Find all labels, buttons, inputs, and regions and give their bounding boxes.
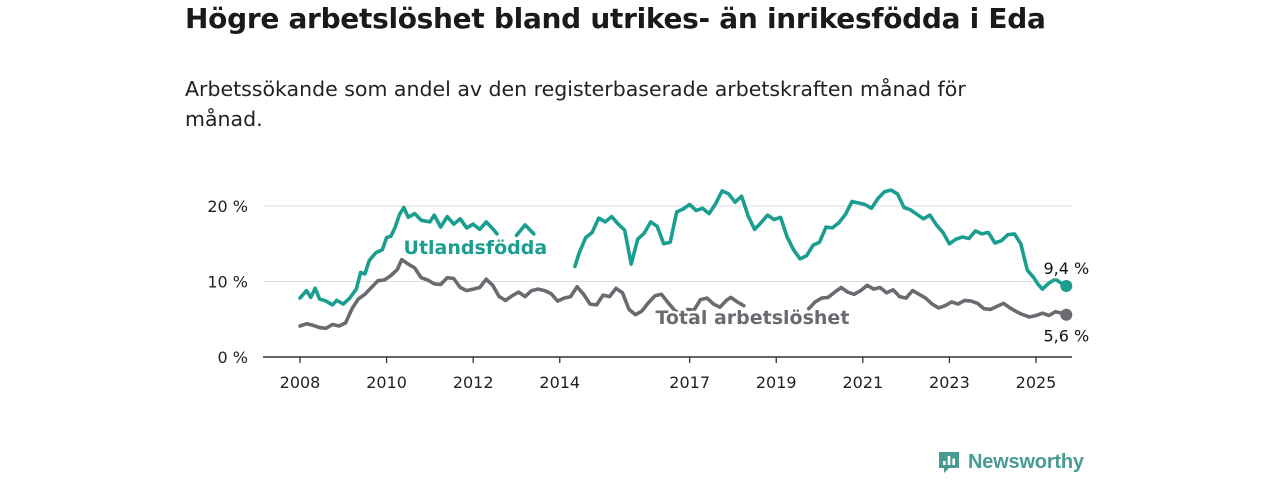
y-axis-ticks: 0 % 10 % 20 % [207,197,248,367]
x-axis: 2008 2010 2012 2014 2017 2019 2021 2023 2025 [263,356,1072,392]
series-name-label: Utlandsfödda [404,237,548,259]
series-name-label-halo: Utlandsfödda [404,237,548,259]
x-tick-label: 2019 [756,373,797,392]
series-line-0 [298,188,1069,307]
end-value-label-halo: 9,4 % [1043,259,1089,278]
x-tick-label: 2008 [280,373,321,392]
x-tick-label: 2021 [842,373,883,392]
newsworthy-logo: Newsworthy [937,450,1084,474]
series-end-point-1 [1060,308,1073,321]
grid-lines [263,205,1072,282]
y-tick-label: 10 % [207,273,248,292]
end-value-label: 5,6 % [1043,327,1089,346]
chart-subtitle: Arbetssökande som andel av den registerb… [185,77,966,131]
chart-title: Högre arbetslöshet bland utrikes- än inr… [185,2,1046,35]
y-tick-label: 20 % [207,197,248,216]
series-name-label: Total arbetslöshet [655,307,849,329]
x-tick-label: 2010 [366,373,407,392]
y-tick-label: 0 % [218,348,248,367]
newsworthy-logo-icon [939,452,959,473]
series-name-label-halo: Total arbetslöshet [655,307,849,329]
brand-name: Newsworthy [968,450,1084,473]
series-lines [298,188,1073,331]
x-tick-label: 2012 [453,373,494,392]
x-tick-label: 2014 [539,373,580,392]
x-tick-label: 2017 [669,373,710,392]
x-tick-label: 2023 [929,373,970,392]
end-value-label-halo: 5,6 % [1043,327,1089,346]
series-end-point-0 [1060,280,1073,293]
end-value-label: 9,4 % [1043,259,1089,278]
x-tick-label: 2025 [1016,373,1057,392]
series-line-1 [298,257,1069,331]
